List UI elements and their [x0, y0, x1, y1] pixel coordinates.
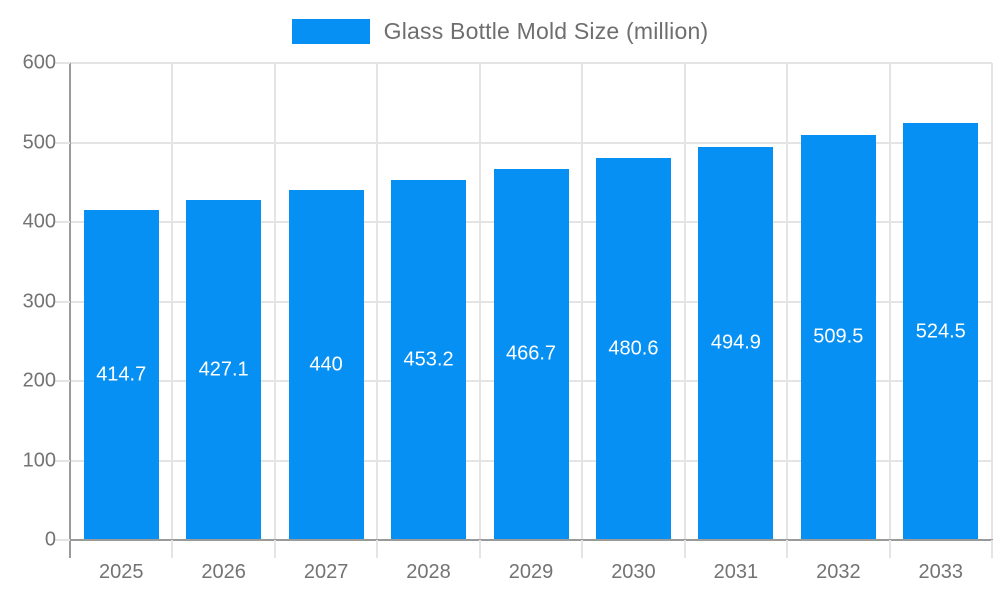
y-axis-tick-label: 300: [22, 290, 56, 312]
x-axis-tick: [376, 540, 379, 558]
x-axis-label: 2025: [98, 561, 144, 583]
bar-value-label: 466.7: [505, 342, 557, 365]
bar[interactable]: 440: [288, 190, 364, 540]
y-axis-line: [69, 63, 71, 558]
x-gridline: [581, 63, 584, 540]
y-axis-tick: [54, 221, 70, 223]
bar-value-label: 427.1: [198, 358, 249, 381]
y-axis-tick-label: 0: [44, 528, 56, 551]
x-gridline: [376, 63, 379, 540]
bar[interactable]: 466.7: [493, 168, 569, 540]
x-axis-label: 2033: [918, 561, 964, 583]
x-axis-label: 2026: [201, 561, 246, 583]
legend[interactable]: Glass Bottle Mold Size (million): [0, 14, 1000, 48]
legend-label: Glass Bottle Mold Size (million): [383, 17, 709, 44]
x-axis-tick: [273, 540, 276, 558]
x-gridline: [273, 63, 276, 540]
x-gridline: [171, 63, 174, 540]
x-gridline: [888, 63, 891, 540]
x-gridline: [991, 63, 993, 540]
x-axis-tick: [991, 540, 993, 558]
bar-value-label: 494.9: [710, 331, 761, 354]
bar-value-label: 509.5: [813, 325, 864, 348]
x-axis-tick: [786, 540, 789, 558]
bar-value-label: 414.7: [96, 363, 147, 386]
x-axis-tick: [171, 540, 174, 558]
x-axis-line: [69, 539, 993, 541]
y-axis-tick: [54, 380, 70, 382]
bar[interactable]: 427.1: [186, 200, 262, 540]
bar-value-label: 524.5: [915, 320, 966, 343]
bar[interactable]: 414.7: [83, 210, 159, 540]
bar[interactable]: 453.2: [391, 179, 467, 540]
y-axis-tick-label: 200: [22, 369, 56, 392]
x-gridline: [478, 63, 481, 540]
y-gridline: [70, 62, 992, 64]
legend-swatch: [291, 18, 370, 44]
y-axis-tick-label: 500: [22, 131, 56, 153]
plot-area: 414.7 427.1 440 453.2 466.7 480.6 494.9 509.5 52…: [70, 62, 993, 540]
y-axis-tick-label: 100: [22, 449, 56, 471]
y-axis-tick: [54, 141, 70, 144]
y-axis-tick: [54, 459, 70, 462]
x-axis-label: 2028: [406, 561, 451, 583]
x-gridline: [786, 63, 789, 540]
x-axis-tick: [888, 540, 891, 558]
y-axis-tick: [54, 300, 70, 303]
x-axis-label: 2029: [508, 561, 554, 583]
x-axis-label: 2027: [303, 561, 349, 583]
x-axis-label: 2031: [713, 561, 759, 583]
bar-value-label: 453.2: [403, 348, 454, 371]
x-gridline: [683, 63, 686, 540]
bar-value-label: 480.6: [608, 337, 659, 360]
bar[interactable]: 494.9: [698, 146, 774, 540]
x-axis-label: 2030: [611, 561, 656, 583]
y-gridline: [70, 141, 992, 144]
y-axis-tick-label: 400: [22, 210, 56, 233]
bar[interactable]: 480.6: [595, 157, 671, 540]
x-axis-label: 2032: [816, 561, 861, 583]
x-axis-tick: [581, 540, 584, 558]
bar[interactable]: 509.5: [800, 134, 876, 540]
y-axis-tick: [54, 539, 70, 541]
bar-value-label: 440: [309, 353, 343, 376]
x-axis-tick: [478, 540, 481, 558]
y-axis-tick-label: 600: [22, 51, 56, 74]
x-axis-tick: [683, 540, 686, 558]
bar[interactable]: 524.5: [903, 123, 979, 540]
y-axis-tick: [54, 62, 70, 64]
